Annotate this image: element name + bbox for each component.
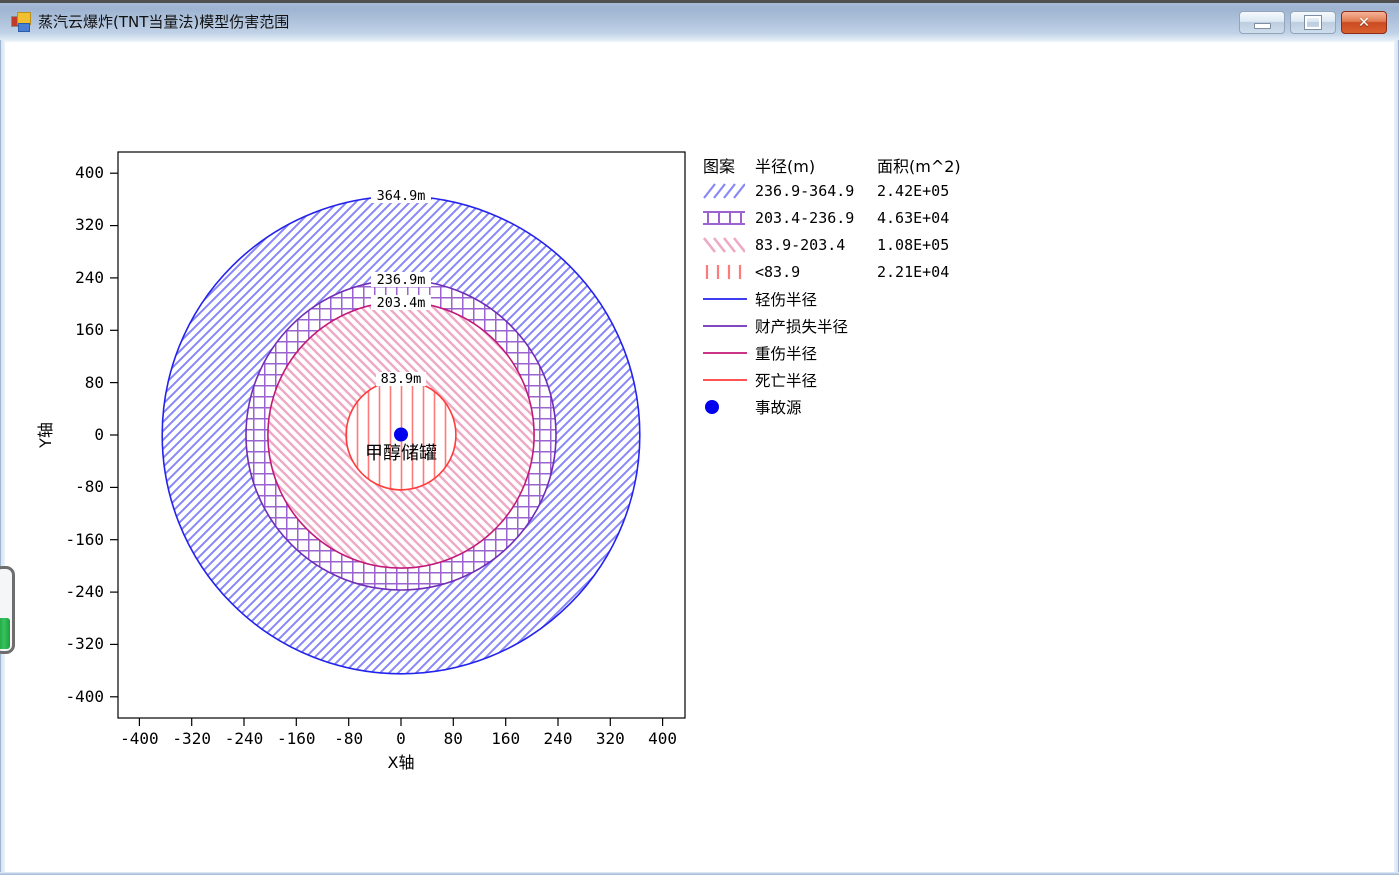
radius-label-236: 236.9m xyxy=(377,272,426,288)
legend-source-row: 事故源 xyxy=(703,393,983,420)
x-tick-label: -80 xyxy=(334,729,363,748)
y-tick-label: 0 xyxy=(94,425,104,444)
y-tick-marks xyxy=(110,172,118,698)
legend-line-row: 财产损失半径 xyxy=(703,312,983,339)
hatch-swatch-pink-backslash-icon xyxy=(703,236,745,253)
x-tick-marks xyxy=(138,718,664,726)
source-tank-label: 甲醇储罐 xyxy=(365,443,437,464)
accident-source-icon xyxy=(705,399,719,414)
x-tick-label: -160 xyxy=(277,729,316,748)
x-tick-label: 80 xyxy=(444,729,463,748)
x-tick-label: 0 xyxy=(396,729,406,748)
app-icon-blue-square xyxy=(18,23,30,32)
maximize-icon xyxy=(1305,16,1321,29)
legend-line-label: 重伤半径 xyxy=(755,344,818,363)
legend-zone-area: 1.08E+05 xyxy=(877,235,950,254)
legend-zone-radius: <83.9 xyxy=(755,262,801,281)
legend-header-pattern: 图案 xyxy=(703,157,736,176)
legend-zone-row: <83.9 2.21E+04 xyxy=(703,258,983,285)
legend-line-label: 轻伤半径 xyxy=(755,290,818,309)
hatch-swatch-grid-icon xyxy=(703,210,745,225)
legend-header: 图案 半径(m) 面积(m^2) xyxy=(703,153,983,177)
legend-line-row: 轻伤半径 xyxy=(703,285,983,312)
x-tick-label: -400 xyxy=(120,729,159,748)
x-tick-label: 320 xyxy=(596,729,625,748)
line-swatch-light-injury-icon xyxy=(703,297,747,300)
y-tick-label: 80 xyxy=(85,373,104,392)
y-tick-label: 240 xyxy=(75,268,104,287)
legend-line-label: 财产损失半径 xyxy=(755,317,849,336)
legend-zone-radius: 236.9-364.9 xyxy=(755,181,855,200)
legend-zone-area: 2.21E+04 xyxy=(877,262,950,281)
y-tick-label: -400 xyxy=(65,687,104,706)
y-tick-labels: 400 320 240 160 80 0 -80 -160 -240 -320 … xyxy=(65,163,104,706)
x-tick-label: 160 xyxy=(491,729,520,748)
radius-label-bg xyxy=(371,188,431,203)
legend-header-radius: 半径(m) xyxy=(755,157,816,176)
hatch-swatch-blue-diagonal-icon xyxy=(703,182,745,199)
maximize-button[interactable] xyxy=(1290,11,1336,34)
side-progress-pill[interactable] xyxy=(0,566,15,654)
x-axis-title: X轴 xyxy=(388,753,415,772)
y-tick-label: -240 xyxy=(65,582,104,601)
legend-line-row: 死亡半径 xyxy=(703,366,983,393)
radius-label-203: 203.4m xyxy=(377,295,426,311)
x-tick-label: -240 xyxy=(225,729,264,748)
window-controls: ✕ xyxy=(1239,11,1387,34)
radius-label-83: 83.9m xyxy=(381,371,422,387)
legend-line-label: 死亡半径 xyxy=(755,371,818,390)
x-tick-label: 400 xyxy=(648,729,677,748)
close-button[interactable]: ✕ xyxy=(1341,11,1387,34)
legend: 图案 半径(m) 面积(m^2) 236.9-364.9 2.42E+05 xyxy=(703,153,983,420)
hatch-swatch-red-vertical-icon xyxy=(705,264,742,279)
legend-zone-area: 4.63E+04 xyxy=(877,208,950,227)
y-tick-label: -160 xyxy=(65,530,104,549)
y-tick-label: 400 xyxy=(75,163,104,182)
line-swatch-property-loss-icon xyxy=(703,324,747,327)
x-tick-label: 240 xyxy=(544,729,573,748)
radius-label-364: 364.9m xyxy=(377,188,426,204)
radius-labels: 364.9m 236.9m 203.4m 83.9m xyxy=(371,188,431,387)
radius-label-bg xyxy=(371,272,431,287)
window-border-right xyxy=(1394,40,1399,875)
app-icon xyxy=(11,12,31,32)
legend-line-row: 重伤半径 xyxy=(703,339,983,366)
line-swatch-death-icon xyxy=(703,378,747,381)
x-tick-label: -320 xyxy=(172,729,211,748)
radius-label-bg xyxy=(376,372,426,386)
legend-source-label: 事故源 xyxy=(755,398,802,417)
radius-label-bg xyxy=(371,295,431,310)
window-border-left xyxy=(0,40,5,875)
x-tick-labels: -400 -320 -240 -160 -80 0 80 160 240 320… xyxy=(120,729,677,748)
side-progress-fill xyxy=(0,618,10,649)
minimize-button[interactable] xyxy=(1239,11,1285,34)
window-title: 蒸汽云爆炸(TNT当量法)模型伤害范围 xyxy=(38,13,290,31)
window-border-bottom xyxy=(0,872,1399,875)
y-tick-label: 160 xyxy=(75,320,104,339)
y-tick-label: -80 xyxy=(75,477,104,496)
y-tick-label: 320 xyxy=(75,215,104,234)
y-tick-label: -320 xyxy=(65,634,104,653)
legend-zone-radius: 203.4-236.9 xyxy=(755,208,855,227)
legend-zone-row: 236.9-364.9 2.42E+05 xyxy=(703,177,983,204)
title-bar[interactable]: 蒸汽云爆炸(TNT当量法)模型伤害范围 ✕ xyxy=(0,0,1399,43)
accident-source-marker xyxy=(394,427,408,442)
line-swatch-serious-injury-icon xyxy=(703,351,747,354)
legend-zone-row: 203.4-236.9 4.63E+04 xyxy=(703,204,983,231)
close-icon: ✕ xyxy=(1358,14,1370,31)
legend-zone-radius: 83.9-203.4 xyxy=(755,235,846,254)
minimize-icon xyxy=(1253,22,1271,29)
legend-zone-row: 83.9-203.4 1.08E+05 xyxy=(703,231,983,258)
legend-header-area: 面积(m^2) xyxy=(877,157,961,176)
y-axis-title: Y轴 xyxy=(36,422,55,449)
legend-zone-area: 2.42E+05 xyxy=(877,181,950,200)
